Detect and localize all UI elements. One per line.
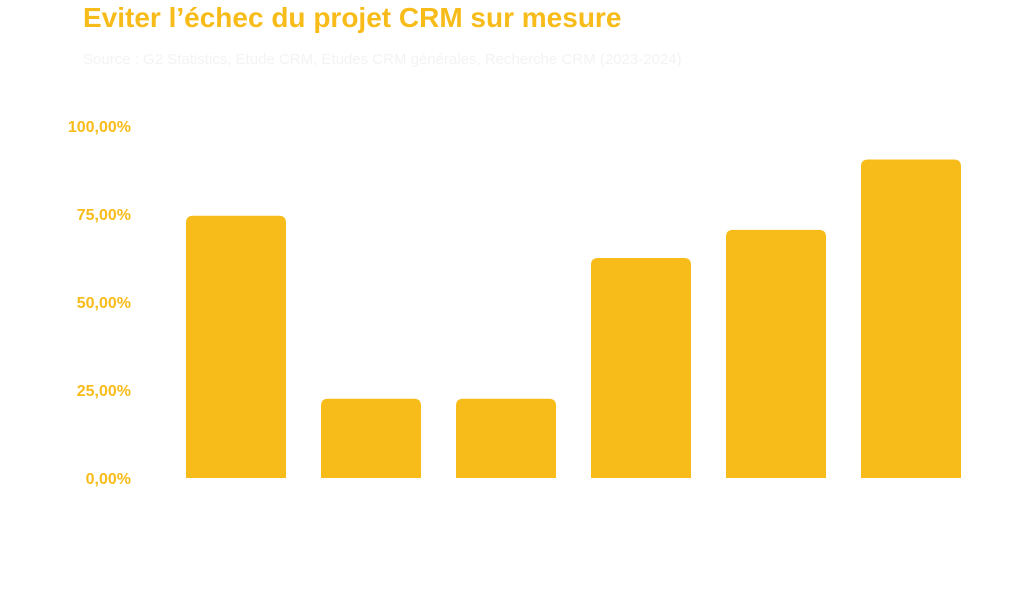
bars-group [186,159,961,478]
bar [861,159,961,478]
chart-title: Eviter l’échec du projet CRM sur mesure [83,2,622,33]
bar [321,398,421,478]
y-tick-label: 0,00% [86,471,131,488]
bar [186,215,286,478]
bar [456,398,556,478]
y-axis: 0,00% 25,00% 50,00% 75,00% 100,00% [68,119,131,488]
y-tick-label: 25,00% [77,383,131,400]
chart-subtitle: Source : G2 Statistics, Etude CRM, Etude… [83,51,682,68]
bar [726,229,826,478]
y-tick-label: 50,00% [77,295,131,312]
bar [591,258,691,478]
y-tick-label: 100,00% [68,119,131,136]
y-tick-label: 75,00% [77,207,131,224]
